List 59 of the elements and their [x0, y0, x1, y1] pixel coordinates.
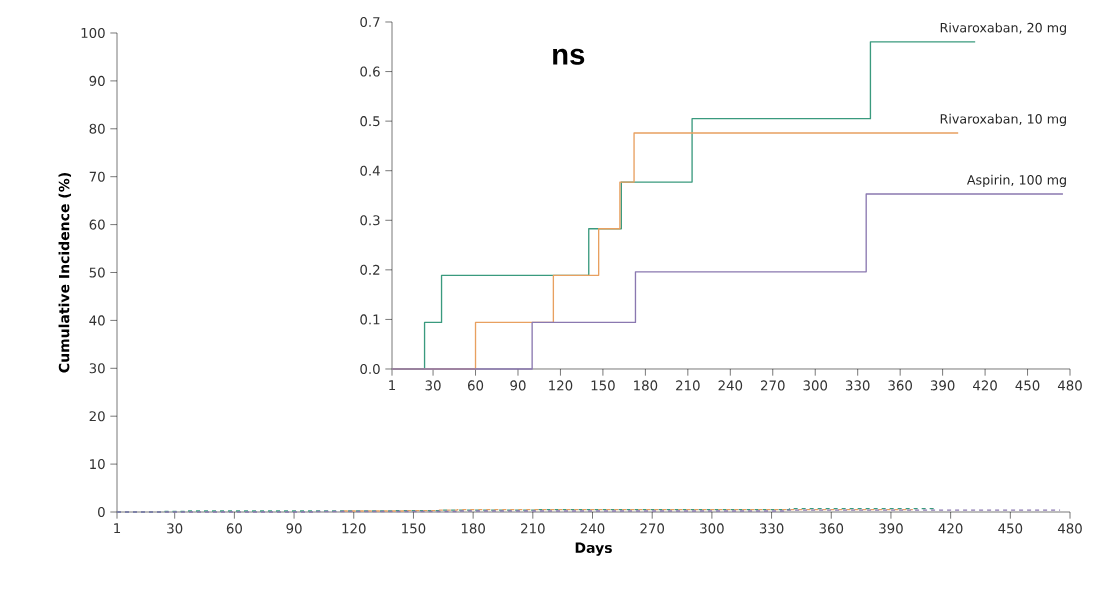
x-tick-label: 30	[167, 523, 183, 534]
y-tick-label: 0.2	[360, 264, 380, 275]
x-tick-label: 210	[676, 380, 700, 391]
x-tick-label: 90	[286, 523, 302, 534]
x-tick-label: 450	[998, 523, 1023, 534]
y-tick-label: 80	[89, 123, 105, 134]
x-tick-label: 30	[425, 380, 441, 391]
x-tick-label: 150	[591, 380, 615, 391]
x-tick-label: 1	[389, 380, 396, 391]
y-tick-label: 20	[89, 411, 105, 422]
y-tick-label: 0.3	[360, 215, 380, 226]
x-tick-label: 1	[114, 523, 121, 534]
x-tick-label: 300	[803, 380, 828, 391]
x-tick-label: 330	[845, 380, 870, 391]
x-tick-label: 450	[1015, 380, 1040, 391]
x-tick-label: 270	[640, 523, 665, 534]
series-label: Rivaroxaban, 20 mg	[940, 22, 1066, 35]
x-tick-label: 480	[1057, 523, 1082, 534]
x-tick-label: 150	[402, 523, 426, 534]
x-tick-label: 210	[521, 523, 545, 534]
annotation: ns	[553, 48, 585, 65]
x-tick-label: 300	[700, 523, 724, 534]
y-tick-label: 30	[89, 363, 105, 374]
x-tick-label: 360	[819, 523, 844, 534]
x-tick-label: 120	[342, 523, 366, 534]
y-tick-label: 100	[81, 27, 105, 39]
x-tick-label: 420	[973, 380, 997, 391]
y-tick-label: 90	[89, 75, 105, 86]
y-tick-label: 60	[89, 219, 105, 230]
y-tick-label: 70	[89, 171, 105, 182]
y-tick-label: 0	[98, 506, 105, 518]
x-tick-label: 60	[467, 380, 484, 391]
y-tick-label: 50	[89, 267, 105, 278]
series-label: Aspirin, 100 mg	[966, 174, 1066, 188]
y-tick-label: 0.6	[360, 66, 380, 77]
x-tick-label: 390	[879, 523, 903, 534]
x-tick-label: 420	[938, 523, 963, 534]
series-label: Rivaroxaban, 10 mg	[940, 113, 1066, 127]
y-tick-label: 10	[90, 459, 105, 470]
x-tick-label: 240	[580, 523, 605, 534]
y-tick-label: 0.5	[360, 116, 380, 127]
y-tick-label: 0.1	[360, 314, 380, 325]
x-tick-label: 90	[510, 380, 526, 391]
x-tick-label: 390	[930, 380, 955, 391]
y-tick-label: 0.0	[360, 363, 380, 375]
x-tick-label: 60	[226, 523, 242, 534]
x-tick-label: 270	[761, 380, 785, 391]
y-tick-label: 0.7	[360, 16, 380, 28]
x-tick-label: 180	[634, 380, 658, 391]
y-axis-title: Cumulative Incidence (%)	[58, 173, 72, 373]
x-tick-label: 480	[1057, 380, 1082, 391]
y-tick-label: 0.4	[360, 165, 380, 176]
x-tick-label: 330	[759, 523, 784, 534]
x-axis-title: Days	[575, 542, 612, 556]
y-tick-label: 40	[89, 315, 105, 326]
x-tick-label: 180	[461, 523, 485, 534]
x-tick-label: 240	[718, 380, 743, 391]
x-tick-label: 360	[888, 380, 913, 391]
x-tick-label: 120	[549, 380, 573, 391]
